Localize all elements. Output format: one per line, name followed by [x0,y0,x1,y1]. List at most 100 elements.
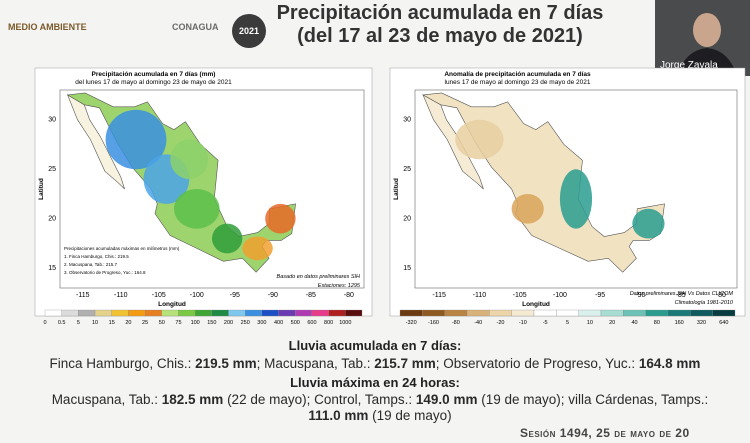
map-panel: Precipitación acumulada en 7 días (mm)de… [34,67,373,326]
subtitle: (del 17 al 23 de mayo de 2021) [297,25,583,47]
scale-label: -40 [474,320,482,326]
map-title: Precipitación acumulada en 7 días (mm) [92,71,216,78]
scale-swatch [44,309,62,317]
scale-swatch [399,309,423,317]
summary-segment: (22 de mayo); Control, Tamps.: [223,392,416,407]
y-tick-label: 30 [48,117,56,124]
map-legend: 3. Observatorio de Progreso, Yuc.: 164.8 [64,270,146,275]
scale-label: 25 [142,320,148,326]
scale-swatch [489,309,512,317]
rain-area [242,236,273,261]
summary-line: Finca Hamburgo, Chis.: 219.5 mm; Macuspa… [0,356,750,372]
scale-swatch [645,309,669,317]
scale-label: 1000 [339,320,351,326]
map-note: Datos preliminares SIH Vs Datos CLICOM [630,291,734,297]
scale-swatch [295,309,313,317]
summary-segment: (19 de mayo) [368,408,452,423]
x-tick-label: -110 [114,292,128,299]
x-tick-label: -110 [473,292,487,299]
x-tick-label: -80 [344,292,354,299]
scale-label: -20 [497,320,505,326]
map-note: Climatología 1981-2010 [675,300,734,306]
x-tick-label: -90 [635,292,645,299]
slide-title: Precipitación acumulada en 7 días (del 17… [240,2,640,48]
scale-swatch [444,309,468,317]
x-axis-label: Longitud [158,301,186,308]
scale-swatch [144,309,162,317]
scale-label: 640 [719,320,728,326]
scale-swatch [261,309,279,317]
scale-swatch [61,309,79,317]
org-logo: MEDIO AMBIENTE [8,22,87,32]
rain-area [511,193,544,224]
scale-label: 20 [609,320,615,326]
rain-area [455,119,504,160]
map-note: Estaciones: 1295 [318,283,361,289]
scale-label: -5 [543,320,548,326]
rain-area [559,169,593,229]
rain-area [212,223,243,254]
scale-label: 10 [92,320,98,326]
y-tick-label: 15 [403,265,411,272]
summary-heading: Lluvia acumulada en 7 días: [288,338,462,353]
scale-swatch [328,309,346,317]
map-legend: Precipitaciones acumuladas máximas en mi… [64,246,180,251]
scale-label: 150 [207,320,216,326]
x-tick-label: -115 [432,292,446,299]
scale-swatch [311,309,329,317]
x-tick-label: -85 [676,292,686,299]
x-tick-label: -90 [268,292,278,299]
scale-label: 50 [159,320,165,326]
scale-swatch [533,309,557,317]
maps: Precipitación acumulada en 7 días (mm)de… [34,67,746,326]
scale-label: 80 [654,320,660,326]
rain-area [105,109,167,170]
scale-label: 75 [175,320,181,326]
summary-segment: Finca Hamburgo, Chis.: [49,356,196,371]
scale-label: 600 [307,320,316,326]
scale-swatch [94,309,112,317]
map-title: Anomalía de precipitación acumulada en 7… [444,71,591,78]
scale-label: 5 [566,320,569,326]
y-axis-label: Latitud [393,178,400,200]
scale-label: 200 [224,320,233,326]
scale-swatch [578,309,602,317]
mexico-baja [422,94,484,190]
summary-segment: 149.0 mm [415,392,478,407]
rain-area [174,189,220,229]
scale-swatch [228,309,246,317]
scale-label: -160 [428,320,439,326]
y-tick-label: 25 [403,166,411,173]
scale-swatch [195,309,212,317]
webcam-name: Jorge Zavala [660,60,718,71]
y-tick-label: 15 [48,265,56,272]
scale-swatch [511,309,535,317]
scale-swatch [712,309,736,317]
scale-swatch [667,309,691,317]
scale-label: 40 [631,320,637,326]
x-tick-label: -100 [553,292,567,299]
y-tick-label: 20 [403,216,411,223]
scale-label: 0.5 [58,320,66,326]
summary-segment: 111.0 mm [308,408,369,423]
summary-segment: (19 de mayo); villa Cárdenas, Tamps.: [477,392,709,407]
scale-swatch [161,309,179,317]
y-axis-label: Latitud [38,178,45,200]
scale-swatch [600,309,624,317]
x-tick-label: -85 [306,292,316,299]
map-subtitle: lunes 17 de mayo al domingo 23 de mayo d… [445,79,591,86]
map-legend: 2. Macuspana, Tab.: 215.7 [64,262,117,267]
scale-swatch [422,309,445,317]
scale-label: 10 [587,320,593,326]
scale-swatch [211,309,229,317]
scale-label: 300 [257,320,266,326]
summary-segment: ; Observatorio de Progreso, Yuc.: [435,356,639,371]
scale-label: 15 [109,320,115,326]
x-tick-label: -115 [76,292,90,299]
scale-label: 160 [675,320,684,326]
mexico-baja [66,94,125,190]
summary-heading: Lluvia máxima en 24 horas: [290,375,460,390]
webcam [655,0,750,76]
x-tick-label: -80 [716,292,726,299]
